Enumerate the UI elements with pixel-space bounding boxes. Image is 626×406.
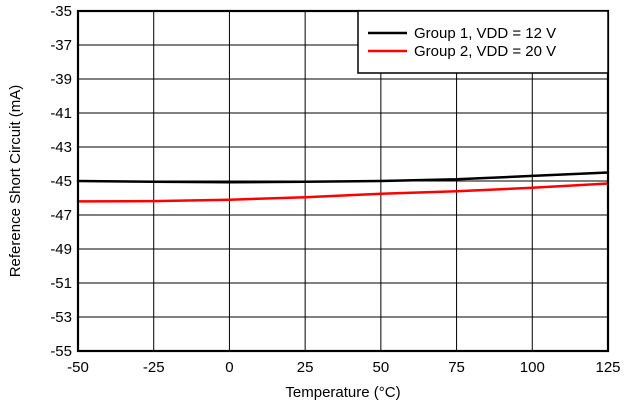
y-tick-label: -55 [50,343,72,360]
y-tick-labels: -35 -37 -39 -41 -43 -45 -47 -49 -51 -53 -55 [50,3,72,360]
y-tick-label: -53 [50,309,72,326]
x-tick-label: 75 [448,359,465,376]
x-tick-label: 125 [595,359,620,376]
y-tick-label: -51 [50,275,72,292]
x-tick-label: -25 [143,359,165,376]
series-line-group-1 [76,171,610,184]
legend: Group 1, VDD = 12 V Group 2, VDD = 20 V [357,10,609,74]
series-line-group-2 [76,182,610,203]
x-tick-label: 100 [520,359,545,376]
y-tick-label: -35 [50,3,72,20]
series-lines [76,171,610,203]
y-tick-label: -47 [50,207,72,224]
y-axis-label: Reference Short Circuit (mA) [7,85,24,278]
plot-frame [76,9,610,353]
y-tick-label: -39 [50,71,72,88]
y-tick-label: -43 [50,139,72,156]
legend-box [357,10,609,74]
x-tick-label: 0 [225,359,233,376]
x-tick-label: 25 [297,359,314,376]
y-tick-label: -37 [50,37,72,54]
x-axis-label: Temperature (°C) [285,384,400,401]
y-tick-label: -45 [50,173,72,190]
legend-label-group-2: Group 2, VDD = 20 V [414,43,556,60]
x-tick-labels: -50 -25 0 25 50 75 100 125 [67,359,620,376]
y-tick-label: -49 [50,241,72,258]
x-tick-label: 50 [373,359,390,376]
legend-label-group-1: Group 1, VDD = 12 V [414,25,556,42]
y-tick-label: -41 [50,105,72,122]
x-tick-label: -50 [67,359,89,376]
